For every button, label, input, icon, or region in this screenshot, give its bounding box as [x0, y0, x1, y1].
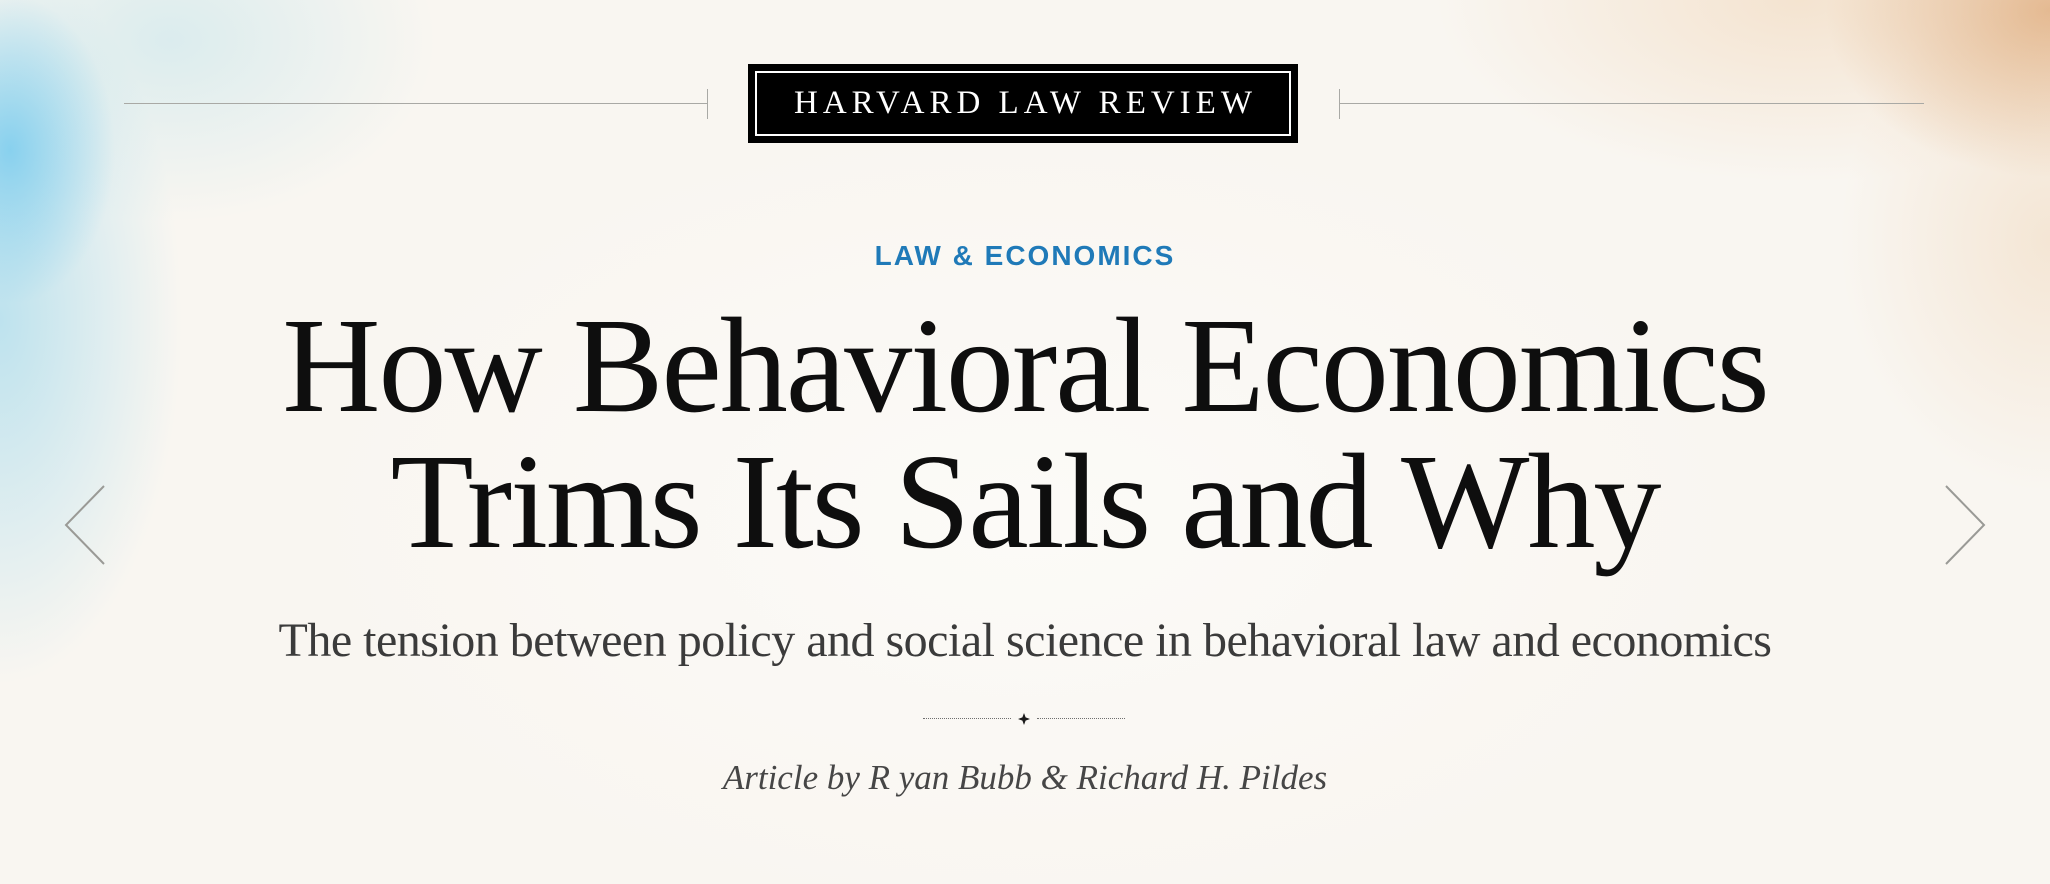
article-title-line-2: Trims Its Sails and Why — [390, 427, 1662, 577]
masthead-logo[interactable]: HARVARD LAW REVIEW — [748, 64, 1298, 143]
masthead-title: HARVARD LAW REVIEW — [794, 85, 1257, 121]
chevron-left-icon[interactable] — [60, 482, 116, 568]
divider-star-icon — [1018, 713, 1030, 725]
masthead-rule-left — [124, 103, 708, 104]
masthead-rule-right — [1339, 103, 1924, 104]
divider-dots-left — [923, 718, 1011, 719]
article-byline: Article by R yan Bubb & Richard H. Pilde… — [722, 758, 1328, 797]
chevron-right-icon[interactable] — [1934, 482, 1990, 568]
masthead-frame: HARVARD LAW REVIEW — [755, 71, 1291, 136]
article-title-line-1: How Behavioral Economics — [282, 291, 1769, 441]
masthead-rule-left-end — [707, 89, 708, 119]
article-category[interactable]: LAW & ECONOMICS — [874, 240, 1176, 271]
masthead-rule-right-end — [1339, 89, 1340, 119]
article-title: How Behavioral Economics Trims Its Sails… — [0, 298, 2050, 570]
divider-dots-right — [1037, 718, 1125, 719]
article-subtitle: The tension between policy and social sc… — [278, 614, 1772, 667]
ornamental-divider — [923, 712, 1125, 726]
